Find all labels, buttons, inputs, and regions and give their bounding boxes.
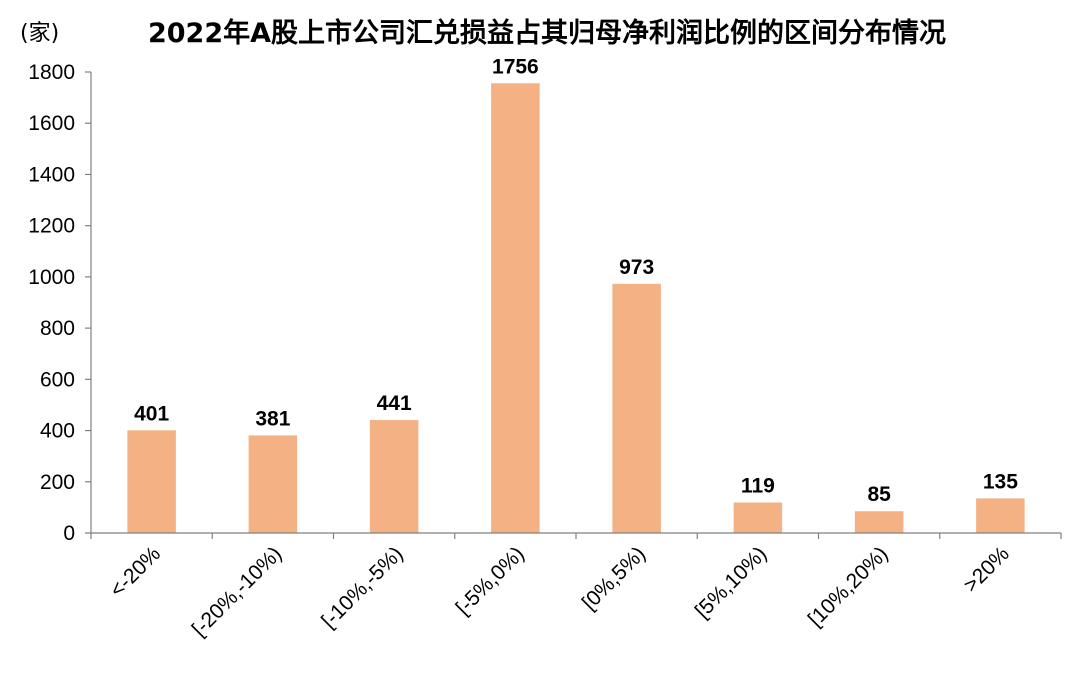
y-tick-label: 0 (63, 522, 75, 545)
y-tick-label: 400 (40, 420, 75, 443)
bar (491, 83, 540, 533)
data-labels: 401 381 441 1756 973 119 85 135 (134, 55, 1018, 506)
data-label: 401 (134, 402, 169, 425)
bar (733, 502, 783, 533)
x-tick-label: [-5%,0%) (452, 542, 529, 619)
data-label: 85 (867, 483, 891, 506)
data-label: 441 (377, 392, 412, 415)
x-axis-ticks: <-20% [-20%,-10%) [-10%,-5%) [-5%,0%) [0%,5%… (106, 542, 1014, 641)
data-label: 381 (255, 407, 290, 430)
y-unit-label: (家) (20, 21, 59, 46)
axes (85, 71, 1062, 539)
y-tick-label: 1800 (28, 61, 75, 84)
bar (854, 511, 904, 533)
bar (612, 283, 661, 533)
bar (127, 430, 176, 533)
x-tick-label: [5%,10%) (691, 542, 772, 623)
x-tick-label: [-20%,-10%) (188, 542, 287, 641)
x-tick-label: >20% (959, 542, 1014, 597)
y-axis-ticks: 0 200 400 600 800 1000 1200 1400 1600 1800 (28, 61, 75, 545)
y-tick-label: 1600 (28, 112, 75, 135)
y-tick-label: 200 (40, 471, 75, 494)
x-tick-label: <-20% (106, 542, 166, 602)
y-tick-label: 800 (40, 317, 75, 340)
y-tick-label: 1400 (28, 163, 75, 186)
bar (976, 498, 1025, 533)
data-label: 135 (983, 470, 1018, 493)
x-tick-label: [10%,20%) (804, 542, 893, 631)
data-label: 1756 (492, 55, 539, 78)
y-tick-label: 1200 (28, 215, 75, 238)
x-tick-label: [0%,5%) (578, 542, 650, 614)
bar (369, 420, 419, 533)
chart-title: 2022年A股上市公司汇兑损益占其归母净利润比例的区间分布情况 (148, 17, 946, 49)
data-label: 119 (741, 475, 775, 498)
data-label: 973 (619, 256, 654, 279)
y-tick-label: 1000 (28, 266, 75, 289)
y-tick-label: 600 (40, 368, 75, 391)
bar (248, 435, 298, 533)
bars (127, 83, 1025, 533)
x-tick-label: [-10%,-5%) (317, 542, 408, 633)
